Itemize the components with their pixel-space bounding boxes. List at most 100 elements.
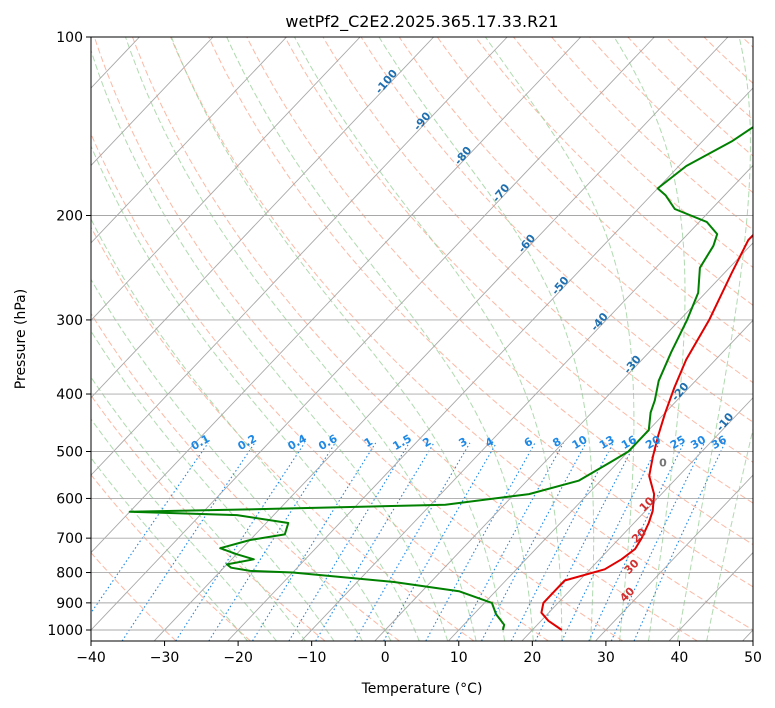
dry-adiabat — [703, 37, 753, 84]
mixing-ratio-label: 13 — [597, 433, 617, 452]
dry-adiabat-label: -80 — [452, 144, 475, 168]
mixing-ratio-label: 20 — [643, 433, 663, 452]
dewpoint-line — [128, 125, 753, 631]
moist-adiabat — [91, 278, 364, 641]
dry-adiabat — [208, 37, 753, 588]
plot-background — [91, 37, 753, 641]
moist-adiabat — [170, 37, 506, 641]
isotherm — [91, 37, 214, 167]
mixing-ratio-line — [456, 442, 564, 641]
dry-adiabat — [91, 312, 400, 641]
dry-adiabat — [551, 37, 753, 231]
x-tick-label: 40 — [671, 650, 689, 666]
temperature-line — [540, 233, 753, 631]
isotherm — [742, 629, 753, 641]
plot-frame — [90, 36, 754, 642]
isotherm — [91, 37, 287, 244]
y-tick-label: 300 — [56, 313, 83, 329]
dry-adiabat-label: -10 — [714, 410, 737, 434]
isotherm — [227, 87, 753, 641]
x-tick-label: −30 — [150, 650, 180, 666]
y-tick-label: 900 — [56, 596, 83, 612]
moist-adiabat — [378, 37, 595, 641]
dry-adiabat — [91, 473, 251, 641]
dry-adiabat-label: -20 — [669, 380, 692, 404]
mixing-ratio-line — [588, 442, 685, 641]
isotherm — [91, 37, 582, 554]
grid-lines — [0, 37, 753, 641]
dry-adiabat — [436, 37, 753, 345]
dry-adiabat — [398, 37, 753, 384]
y-axis-label: Pressure (hPa) — [13, 289, 29, 389]
isotherm — [521, 397, 753, 641]
isotherm — [595, 474, 753, 641]
y-tick-label: 800 — [56, 566, 83, 582]
x-axis-label: Temperature (°C) — [361, 681, 483, 697]
y-tick-label: 100 — [56, 30, 83, 46]
isotherm — [448, 319, 753, 641]
dry-adiabat-label: -40 — [588, 310, 611, 334]
moist-adiabat — [484, 37, 635, 641]
mixing-ratio-label: 1.5 — [390, 432, 413, 453]
mixing-ratio-line — [208, 442, 336, 641]
moist-adiabat — [91, 48, 449, 641]
line-labels: 0.1 0.2 0.4 0.6 1 1.5 2 3 4 6 8 10 13 16 20 25 30 36-100-… — [189, 67, 737, 605]
moist-adiabat — [91, 330, 335, 641]
x-tick-label: −40 — [76, 650, 106, 666]
mixing-ratio-label: 30 — [688, 433, 708, 452]
mixing-ratio-line — [425, 442, 536, 641]
mixing-ratio-line — [91, 442, 209, 614]
y-tick-label: 700 — [56, 531, 83, 547]
dry-adiabat — [284, 37, 753, 504]
mixing-ratio-line — [481, 442, 587, 641]
dry-adiabat — [246, 37, 753, 546]
mixing-ratio-label: 16 — [619, 433, 639, 452]
x-tick-label: 50 — [744, 650, 762, 666]
y-tick-label: 500 — [56, 444, 83, 460]
mixing-ratio-label: 1 — [362, 435, 375, 450]
dry-adiabat — [132, 37, 698, 641]
moist-adiabat — [91, 418, 278, 641]
chart-title: wetPf2_C2E2.2025.365.17.33.R21 — [285, 12, 558, 32]
mixing-ratio-line — [383, 442, 497, 641]
zero-label: 0 — [659, 457, 667, 470]
x-tick-label: 10 — [450, 650, 468, 666]
y-tick-label: 600 — [56, 491, 83, 507]
mixing-ratio-line — [252, 442, 377, 641]
dry-adiabat — [513, 37, 753, 268]
mixing-ratio-line — [354, 442, 471, 641]
mixing-ratio-line — [561, 442, 660, 641]
dry-adiabat — [475, 37, 753, 306]
x-tick-label: 30 — [597, 650, 615, 666]
dry-adiabat — [93, 37, 624, 641]
x-tick-label: 20 — [523, 650, 541, 666]
mixing-ratio-line — [610, 442, 705, 641]
isotherm — [91, 37, 435, 399]
y-tick-label: 400 — [56, 387, 83, 403]
y-tick-label: 200 — [56, 209, 83, 225]
mixing-ratio-label: 25 — [668, 433, 688, 452]
moist-adiabat — [91, 376, 306, 641]
mixing-ratio-line — [175, 442, 306, 641]
moist-adiabat — [294, 37, 563, 641]
moist-adiabat — [125, 37, 477, 641]
mixing-ratio-label: 10 — [570, 433, 590, 452]
dry-adiabat — [589, 37, 753, 194]
mixing-ratio-label: 0.4 — [285, 432, 309, 453]
x-tick-label: 0 — [381, 650, 390, 666]
isotherm — [91, 37, 508, 476]
mixing-ratio-line — [121, 442, 256, 641]
moist-adiabat — [91, 457, 249, 641]
moist-adiabat — [91, 144, 420, 641]
moist-adiabat — [613, 37, 686, 641]
dry-adiabat-label: -30 — [621, 353, 644, 377]
isotherm — [0, 37, 66, 641]
mixing-ratio-label: 8 — [550, 435, 563, 450]
isotherm — [374, 242, 753, 641]
x-tick-label: −10 — [297, 650, 327, 666]
mixing-ratio-line — [633, 442, 726, 641]
y-axis: 100 200 300 400 500 600 700 800 900 1000 — [47, 30, 91, 639]
mixing-ratio-line — [315, 442, 435, 641]
mixing-ratio-label: 6 — [522, 435, 535, 450]
